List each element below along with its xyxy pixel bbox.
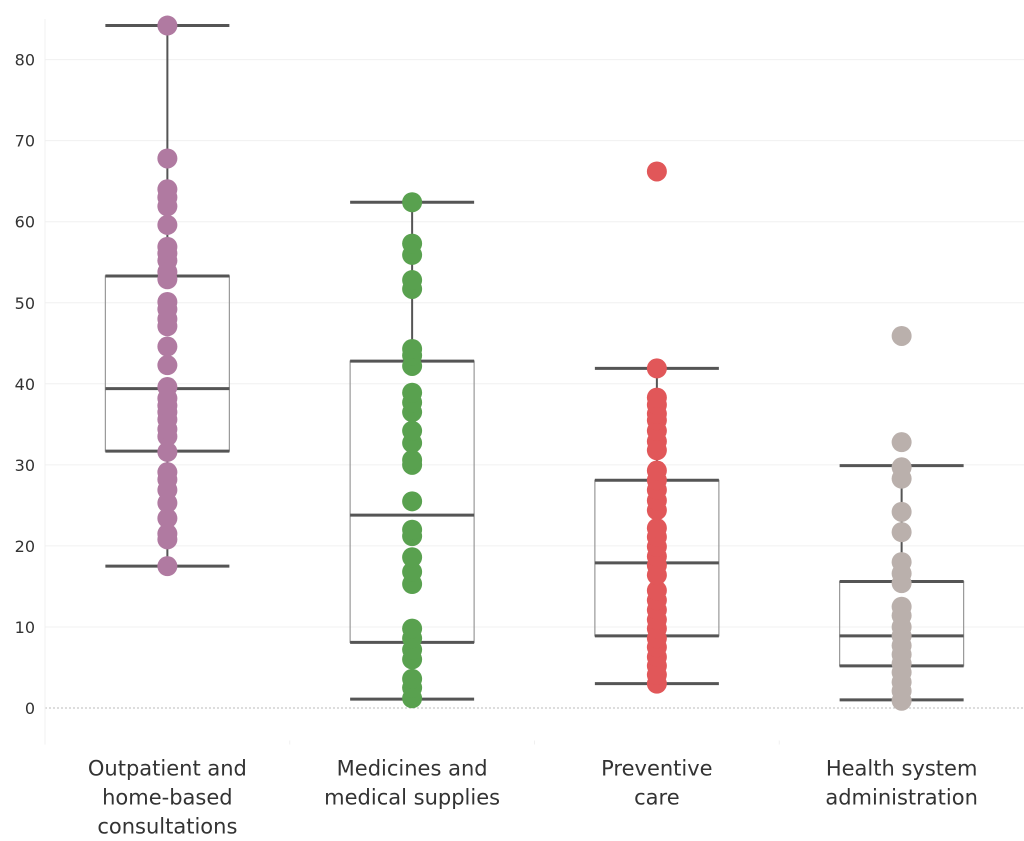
data-point <box>402 233 423 254</box>
data-point <box>157 148 178 169</box>
data-point <box>646 580 667 601</box>
data-point <box>157 523 178 544</box>
data-point <box>157 556 178 577</box>
data-point <box>646 161 667 182</box>
data-point <box>157 377 178 398</box>
data-point <box>157 291 178 312</box>
data-point <box>402 270 423 291</box>
x-category-label-line: administration <box>825 785 978 809</box>
data-point <box>402 491 423 512</box>
data-point <box>157 508 178 529</box>
data-point <box>402 618 423 639</box>
data-point <box>157 15 178 36</box>
data-point <box>646 387 667 408</box>
y-tick-label: 0 <box>25 699 35 718</box>
boxes-layer <box>104 24 965 702</box>
x-category-label: Outpatient and home-based consultations <box>88 756 247 837</box>
data-point <box>157 214 178 235</box>
y-tick-label: 20 <box>15 537 35 556</box>
x-category-label-line: Health system <box>826 756 978 780</box>
y-tick-label: 40 <box>15 375 35 394</box>
x-category-label-line: medical supplies <box>324 785 500 809</box>
x-category-label-line: Medicines and <box>337 756 488 780</box>
data-point <box>402 338 423 359</box>
data-point <box>402 547 423 568</box>
data-point <box>157 236 178 257</box>
x-category-label-line: consultations <box>97 814 237 837</box>
data-point <box>891 501 912 522</box>
data-point <box>891 325 912 346</box>
data-point <box>891 457 912 478</box>
x-category-label-line: home-based <box>102 785 233 809</box>
data-point <box>402 420 423 441</box>
data-point <box>402 519 423 540</box>
grid-layer <box>45 59 1024 709</box>
y-tick-label: 10 <box>15 618 35 637</box>
data-point <box>157 441 178 462</box>
data-point <box>402 449 423 470</box>
data-point <box>402 561 423 582</box>
data-point <box>402 668 423 689</box>
x-category-label: Preventive care <box>601 756 712 809</box>
y-tick-label: 60 <box>15 213 35 232</box>
data-point <box>157 462 178 483</box>
x-category-label-line: Preventive <box>601 756 712 780</box>
data-point <box>157 336 178 357</box>
y-axis: 0 10 20 30 40 50 60 70 80 <box>15 19 780 745</box>
data-point <box>402 192 423 213</box>
points-layer <box>157 15 912 711</box>
data-point <box>891 596 912 617</box>
data-point <box>157 179 178 200</box>
data-point <box>891 522 912 543</box>
x-category-label-line: care <box>634 785 680 809</box>
data-point <box>891 432 912 453</box>
x-axis: Outpatient and home-based consultations Med… <box>88 756 978 838</box>
y-tick-label: 50 <box>15 294 35 313</box>
y-tick-label: 80 <box>15 51 35 70</box>
data-point <box>402 382 423 403</box>
x-category-label-line: Outpatient and <box>88 756 247 780</box>
data-point <box>646 518 667 539</box>
x-category-label: Medicines and medical supplies <box>324 756 500 809</box>
data-point <box>646 460 667 481</box>
y-tick-label: 30 <box>15 456 35 475</box>
data-point <box>157 355 178 376</box>
x-category-label: Health system administration <box>825 756 978 809</box>
y-tick-label: 70 <box>15 132 35 151</box>
data-point <box>646 358 667 379</box>
data-point <box>891 552 912 573</box>
